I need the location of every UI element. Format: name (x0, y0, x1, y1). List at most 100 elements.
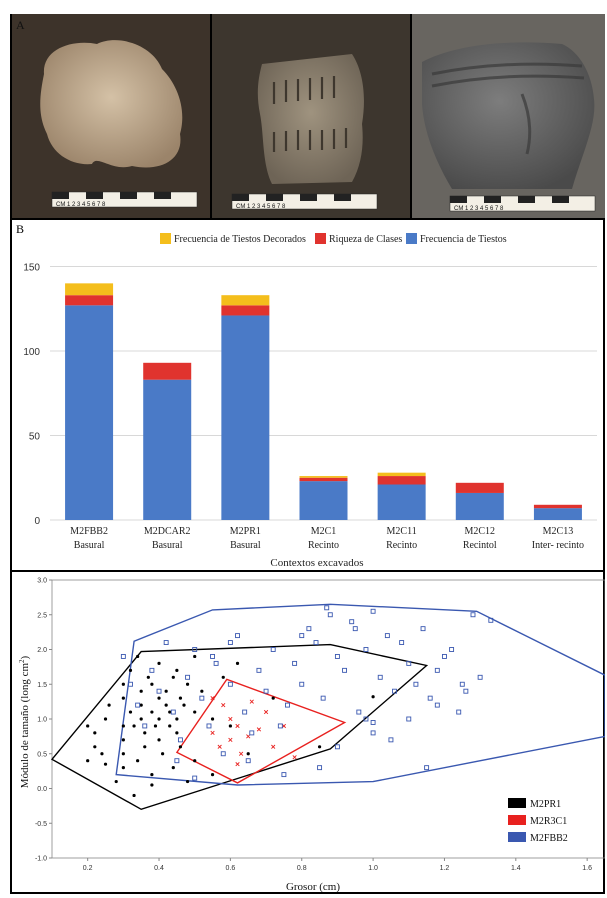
scale-bar (231, 193, 378, 210)
point-m2pr1 (86, 724, 90, 728)
scatter-x-tick-label: 0.4 (154, 865, 164, 872)
point-m2fbb2 (299, 633, 305, 639)
bar-m2c11 (377, 484, 426, 520)
scatter-y-tick-labels: -1.0 -0.5 0.0 0.5 1.0 1.5 2.0 2.5 3.0 (35, 578, 52, 863)
point-m2pr1 (185, 682, 190, 686)
point-m2pr1 (136, 759, 140, 763)
bar-x-tick-sublabel: Recinto (386, 540, 417, 551)
bar-x-tick-labels: M2FBB2 Basural M2DCAR2 Basural M2PR1 Basural M… (70, 526, 584, 551)
point-m2pr1 (178, 696, 183, 700)
point-m2r3c1 (235, 762, 240, 767)
point-m2pr1 (121, 696, 125, 700)
point-m2fbb2 (292, 660, 298, 666)
scatter-x-tick-label: 1.2 (440, 865, 450, 872)
point-m2pr1 (128, 668, 133, 672)
point-m2pr1 (107, 703, 111, 707)
point-m2fbb2 (370, 730, 376, 736)
photo-divider (210, 14, 212, 218)
point-m2r3c1 (263, 709, 269, 715)
point-m2fbb2 (256, 667, 262, 673)
bar-legend-swatch (160, 233, 171, 244)
bar-chart: Frecuencia de Tiestos Decorados Riqueza d… (23, 233, 597, 569)
point-m2fbb2 (135, 702, 141, 708)
point-m2pr1 (171, 675, 175, 679)
point-m2fbb2 (170, 709, 176, 715)
point-m2fbb2 (177, 737, 183, 743)
point-m2pr1 (228, 724, 232, 728)
bar-legend-label: Frecuencia de Tiestos (420, 234, 507, 245)
scatter-legend-swatch (508, 798, 526, 808)
bar-legend-label: Riqueza de Clases (329, 234, 402, 245)
panel-b-label: B (16, 222, 25, 236)
point-m2fbb2 (427, 695, 433, 701)
point-m2pr1 (193, 654, 197, 659)
point-m2fbb2 (206, 723, 212, 729)
scatter-x-tick-label: 0.2 (83, 865, 93, 872)
scale-bar (51, 191, 198, 208)
point-m2fbb2 (449, 647, 455, 652)
point-m2fbb2 (349, 619, 355, 625)
point-m2fbb2 (406, 660, 412, 666)
point-m2pr1 (182, 703, 186, 707)
scale-text: CM 1 2 3 4 5 6 7 8 (236, 204, 286, 210)
point-m2fbb2 (192, 647, 198, 652)
point-m2pr1 (93, 745, 97, 749)
sherd-shape (40, 40, 183, 168)
bar-m2fbb2 (65, 305, 114, 520)
point-m2fbb2 (356, 709, 362, 715)
bar-m2dcar2 (143, 362, 192, 380)
point-m2pr1 (235, 661, 240, 665)
point-m2fbb2 (406, 716, 412, 722)
point-m2fbb2 (156, 688, 162, 694)
point-m2fbb2 (434, 702, 440, 708)
point-m2pr1 (121, 766, 125, 770)
point-m2fbb2 (363, 647, 369, 652)
scatter-y-tick-label: 2.0 (37, 647, 47, 654)
bar-m2dcar2 (143, 379, 192, 520)
point-m2fbb2 (227, 681, 233, 687)
point-m2pr1 (150, 773, 154, 777)
scatter-x-tick-label: 0.6 (226, 865, 236, 872)
panel-divider (10, 218, 605, 220)
bar-m2c12 (455, 482, 504, 493)
point-m2pr1 (157, 696, 161, 700)
point-m2pr1 (175, 731, 179, 735)
point-m2fbb2 (235, 633, 240, 639)
point-m2pr1 (246, 752, 250, 756)
bar-series (65, 283, 582, 520)
point-m2fbb2 (142, 723, 148, 729)
point-m2r3c1 (256, 727, 262, 732)
point-m2r3c1 (249, 699, 254, 704)
scatter-y-tick-label: -1.0 (35, 856, 47, 863)
scatter-y-tick-label: 0.5 (37, 751, 47, 758)
bar-m2c13 (533, 508, 582, 520)
scatter-x-tick-labels: 0.2 0.4 0.6 0.8 1.0 1.2 1.4 1.6 (83, 858, 592, 872)
point-m2r3c1 (238, 751, 244, 756)
bar-legend-label: Frecuencia de Tiestos Decorados (174, 234, 306, 245)
point-m2fbb2 (263, 688, 269, 694)
point-m2fbb2 (185, 674, 191, 680)
scatter-y-tick-label: 1.5 (37, 682, 47, 689)
point-m2pr1 (136, 654, 140, 659)
point-m2pr1 (271, 696, 275, 700)
point-m2fbb2 (227, 640, 233, 646)
bar-m2fbb2 (65, 295, 114, 306)
point-m2pr1 (139, 703, 143, 707)
point-m2r3c1 (210, 696, 215, 701)
point-m2pr1 (150, 682, 154, 686)
point-m2fbb2 (320, 695, 326, 701)
bar-x-tick-sublabel: Inter- recinto (532, 540, 584, 551)
y-axis-title-main: Módulo de tamaño (long cm (19, 663, 31, 789)
point-m2fbb2 (285, 702, 290, 708)
point-m2r3c1 (235, 723, 240, 729)
sherd-shape (257, 54, 364, 184)
scatter-points (86, 605, 494, 798)
bar-x-tick-label: M2C12 (465, 526, 496, 537)
point-m2fbb2 (352, 626, 358, 632)
point-m2fbb2 (242, 709, 248, 715)
point-m2pr1 (210, 773, 215, 777)
point-m2pr1 (175, 717, 179, 721)
point-m2pr1 (121, 738, 125, 742)
point-m2fbb2 (317, 765, 323, 771)
point-m2fbb2 (370, 608, 376, 614)
